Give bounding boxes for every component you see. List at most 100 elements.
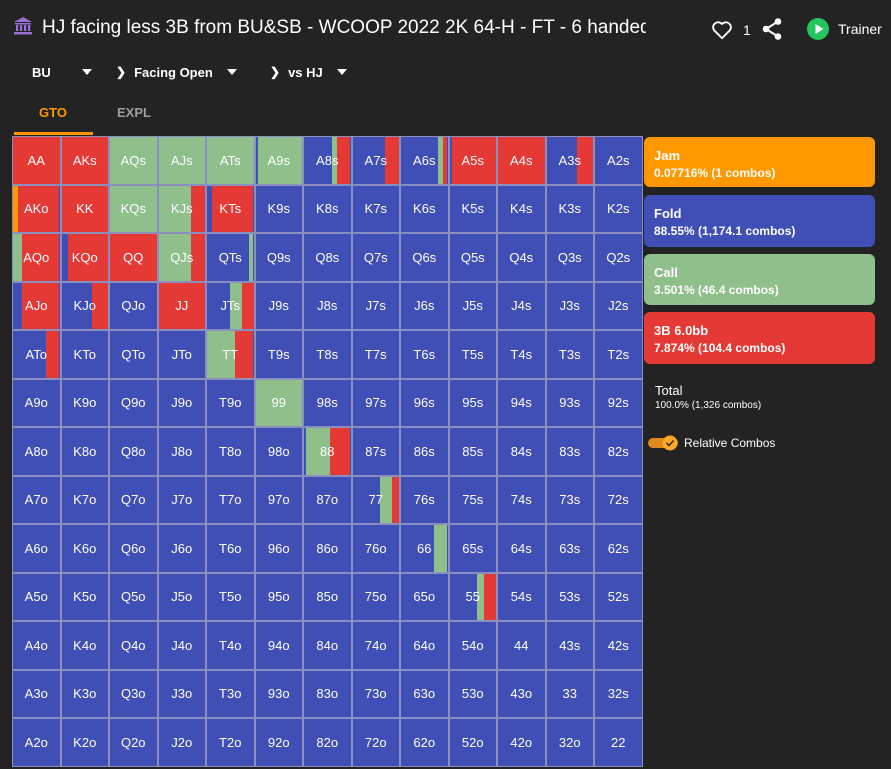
hand-cell[interactable]: 93s	[545, 378, 594, 427]
hand-cell[interactable]: Q2s	[594, 233, 643, 282]
hand-cell[interactable]: Q3s	[545, 233, 594, 282]
hand-cell[interactable]: AQo	[12, 233, 61, 282]
hand-cell[interactable]: K2o	[60, 718, 109, 767]
hand-cell[interactable]: K5o	[60, 572, 109, 621]
hand-cell[interactable]: J9s	[254, 281, 303, 330]
hand-cell[interactable]: Q6s	[400, 233, 449, 282]
hand-cell[interactable]: A4o	[12, 621, 61, 670]
hand-cell[interactable]: J8s	[303, 281, 352, 330]
hand-cell[interactable]: 32s	[594, 669, 643, 718]
hand-cell[interactable]: T3o	[206, 669, 255, 718]
hand-cell[interactable]: JTo	[157, 330, 206, 379]
hand-cell[interactable]: T6o	[206, 524, 255, 573]
hand-cell[interactable]: J2o	[157, 718, 206, 767]
hand-cell[interactable]: 32o	[545, 718, 594, 767]
hand-cell[interactable]: A3s	[545, 136, 594, 185]
breadcrumb-vs-hj[interactable]: ❯ vs HJ	[270, 61, 347, 83]
hand-cell[interactable]: 73s	[545, 475, 594, 524]
hand-cell[interactable]: A6s	[400, 136, 449, 185]
hand-cell[interactable]: 73o	[351, 669, 400, 718]
hand-cell[interactable]: 86s	[400, 427, 449, 476]
hand-cell[interactable]: T9s	[254, 330, 303, 379]
hand-cell[interactable]: J2s	[594, 281, 643, 330]
hand-cell[interactable]: 86o	[303, 524, 352, 573]
hand-cell[interactable]: T2s	[594, 330, 643, 379]
hand-cell[interactable]: 92s	[594, 378, 643, 427]
hand-cell[interactable]: 76o	[351, 524, 400, 573]
hand-cell[interactable]: T9o	[206, 378, 255, 427]
hand-cell[interactable]: J6o	[157, 524, 206, 573]
hand-cell[interactable]: A2s	[594, 136, 643, 185]
hand-cell[interactable]: Q4s	[497, 233, 546, 282]
hand-cell[interactable]: Q2o	[109, 718, 158, 767]
hand-cell[interactable]: T3s	[545, 330, 594, 379]
hand-cell[interactable]: J4s	[497, 281, 546, 330]
hand-cell[interactable]: KTs	[206, 184, 255, 233]
hand-cell[interactable]: 33	[545, 669, 594, 718]
hand-cell[interactable]: 75o	[351, 572, 400, 621]
relative-combos-toggle[interactable]	[648, 435, 680, 451]
hand-cell[interactable]: K9o	[60, 378, 109, 427]
hand-cell[interactable]: T5s	[448, 330, 497, 379]
hand-cell[interactable]: 42o	[497, 718, 546, 767]
hand-cell[interactable]: K5s	[448, 184, 497, 233]
hand-cell[interactable]: QJo	[109, 281, 158, 330]
hand-cell[interactable]: K3o	[60, 669, 109, 718]
hand-cell[interactable]: K8o	[60, 427, 109, 476]
hand-cell[interactable]: J7o	[157, 475, 206, 524]
hand-cell[interactable]: AKo	[12, 184, 61, 233]
hand-cell[interactable]: Q9s	[254, 233, 303, 282]
hand-cell[interactable]: 96o	[254, 524, 303, 573]
hand-cell[interactable]: 62o	[400, 718, 449, 767]
hand-cell[interactable]: A8o	[12, 427, 61, 476]
hand-cell[interactable]: Q7s	[351, 233, 400, 282]
hand-cell[interactable]: Q6o	[109, 524, 158, 573]
hand-cell[interactable]: 53s	[545, 572, 594, 621]
hand-cell[interactable]: 85o	[303, 572, 352, 621]
hand-cell[interactable]: QTo	[109, 330, 158, 379]
hand-cell[interactable]: 87o	[303, 475, 352, 524]
tab-expl[interactable]: EXPL	[117, 105, 151, 120]
hand-cell[interactable]: 43o	[497, 669, 546, 718]
hand-cell[interactable]: KQs	[109, 184, 158, 233]
hand-cell[interactable]: KK	[60, 184, 109, 233]
hand-cell[interactable]: 63o	[400, 669, 449, 718]
hand-cell[interactable]: 98o	[254, 427, 303, 476]
legend-jam[interactable]: Jam 0.07716% (1 combos)	[644, 137, 875, 187]
hand-cell[interactable]: 53o	[448, 669, 497, 718]
hand-cell[interactable]: 64s	[497, 524, 546, 573]
hand-cell[interactable]: K4o	[60, 621, 109, 670]
hand-cell[interactable]: 98s	[303, 378, 352, 427]
hand-cell[interactable]: 54o	[448, 621, 497, 670]
hand-cell[interactable]: 74s	[497, 475, 546, 524]
hand-cell[interactable]: 87s	[351, 427, 400, 476]
hand-cell[interactable]: 65o	[400, 572, 449, 621]
hand-cell[interactable]: Q7o	[109, 475, 158, 524]
hand-cell[interactable]: J9o	[157, 378, 206, 427]
hand-cell[interactable]: AA	[12, 136, 61, 185]
hand-cell[interactable]: 52s	[594, 572, 643, 621]
hand-cell[interactable]: AJs	[157, 136, 206, 185]
hand-cell[interactable]: 93o	[254, 669, 303, 718]
hand-cell[interactable]: K9s	[254, 184, 303, 233]
hand-cell[interactable]: TT	[206, 330, 255, 379]
hand-cell[interactable]: 64o	[400, 621, 449, 670]
hand-cell[interactable]: A6o	[12, 524, 61, 573]
hand-cell[interactable]: JTs	[206, 281, 255, 330]
hand-cell[interactable]: KTo	[60, 330, 109, 379]
hand-cell[interactable]: 43s	[545, 621, 594, 670]
hand-cell[interactable]: J5o	[157, 572, 206, 621]
hand-cell[interactable]: ATo	[12, 330, 61, 379]
hand-cell[interactable]: A8s	[303, 136, 352, 185]
hand-cell[interactable]: J6s	[400, 281, 449, 330]
hand-cell[interactable]: K7s	[351, 184, 400, 233]
hand-cell[interactable]: T8o	[206, 427, 255, 476]
hand-cell[interactable]: T5o	[206, 572, 255, 621]
hand-cell[interactable]: 42s	[594, 621, 643, 670]
hand-cell[interactable]: J4o	[157, 621, 206, 670]
hand-cell[interactable]: 83s	[545, 427, 594, 476]
hand-cell[interactable]: AQs	[109, 136, 158, 185]
hand-cell[interactable]: 82o	[303, 718, 352, 767]
hand-cell[interactable]: Q3o	[109, 669, 158, 718]
hand-cell[interactable]: A4s	[497, 136, 546, 185]
